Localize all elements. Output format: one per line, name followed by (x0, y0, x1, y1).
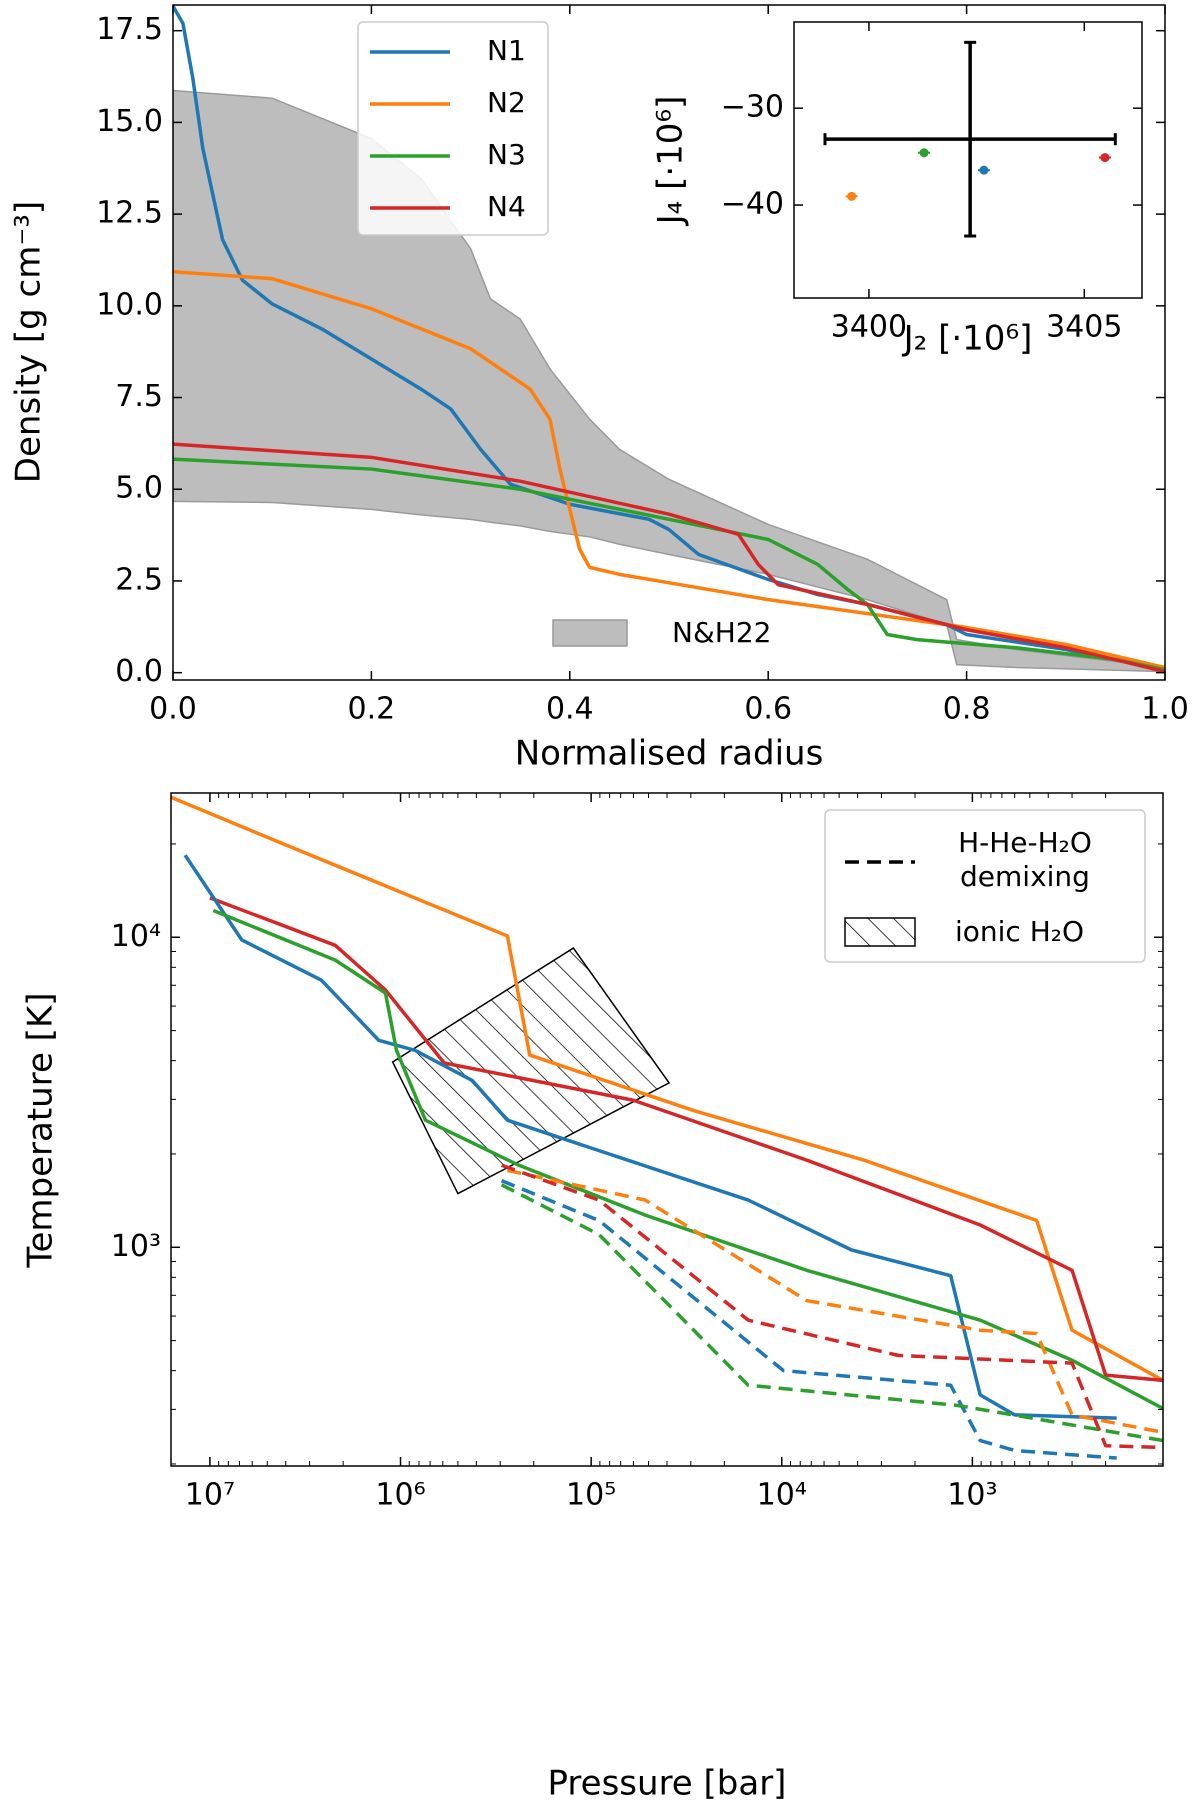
axes-frame (170, 792, 1164, 1467)
y-axis-label: Density [g cm⁻³] (9, 201, 49, 483)
point (847, 191, 857, 201)
point (1100, 153, 1110, 163)
x-tick-label: 10⁷ (185, 1478, 235, 1513)
line (173, 269, 1165, 670)
x-tick-label: 10⁵ (566, 1478, 616, 1513)
y-tick-label: 10⁴ (111, 919, 161, 954)
x-tick-label: 10³ (947, 1478, 997, 1513)
plot-area (823, 40, 1117, 238)
line (209, 896, 1163, 1383)
axes-frame (793, 21, 1143, 299)
plot-background (794, 22, 1142, 298)
dashed-line (500, 1179, 1117, 1460)
y-tick-label: 15.0 (96, 104, 163, 139)
y-axis-label: J₄ [·10⁶] (651, 96, 691, 227)
legend-label: N1 (487, 34, 526, 67)
x-tick-label: 0.4 (546, 692, 594, 727)
x-tick-label: 0.0 (149, 692, 197, 727)
dashed-line (507, 1168, 1163, 1435)
ionic-region (391, 947, 671, 1195)
plot-area (171, 795, 1163, 1460)
legend-label: H-He-H₂O demixing (958, 826, 1092, 893)
y-tick-label: 0.0 (115, 654, 163, 689)
line (183, 854, 1117, 1420)
y-axis-label: Temperature [K] (21, 992, 61, 1268)
legend-label: N4 (487, 190, 526, 223)
legend-band (552, 619, 628, 647)
x-tick-label: 0.2 (348, 692, 396, 727)
y-tick-label: 2.5 (115, 562, 163, 597)
legend-label: ionic H₂O (955, 915, 1084, 948)
y-tick-label: 10³ (111, 1229, 161, 1264)
x-tick-label: 10⁴ (757, 1478, 807, 1513)
line (171, 795, 1163, 1382)
legend-box (357, 21, 549, 236)
dashed-line (500, 1163, 1163, 1450)
legend-label: N3 (487, 138, 526, 171)
x-tick-label: 3405 (1046, 310, 1122, 345)
x-tick-label: 10⁶ (375, 1478, 425, 1513)
y-tick-label: 10.0 (96, 287, 163, 322)
x-tick-label: 3400 (831, 310, 907, 345)
y-tick-label: 12.5 (96, 196, 163, 231)
point (979, 165, 989, 175)
legend-hatch (844, 917, 916, 947)
legend-label: N&H22 (672, 616, 771, 649)
x-tick-label: 0.6 (744, 692, 792, 727)
y-tick-label: 5.0 (115, 471, 163, 506)
y-tick-label: 17.5 (96, 12, 163, 47)
x-axis-label: Normalised radius (515, 734, 824, 774)
legend-label: N2 (487, 86, 526, 119)
x-axis-label: J₂ [·10⁶] (902, 319, 1033, 359)
axes-frame (172, 4, 1166, 681)
x-tick-label: 1.0 (1141, 692, 1189, 727)
x-axis-label: Pressure [bar] (548, 1764, 787, 1804)
y-tick-label: −30 (721, 90, 784, 125)
dashed-line (500, 1183, 1163, 1443)
y-tick-label: 7.5 (115, 379, 163, 414)
point (919, 148, 929, 158)
y-tick-label: −40 (721, 187, 784, 222)
line (173, 442, 1165, 674)
x-tick-label: 0.8 (943, 692, 991, 727)
line (173, 457, 1165, 672)
